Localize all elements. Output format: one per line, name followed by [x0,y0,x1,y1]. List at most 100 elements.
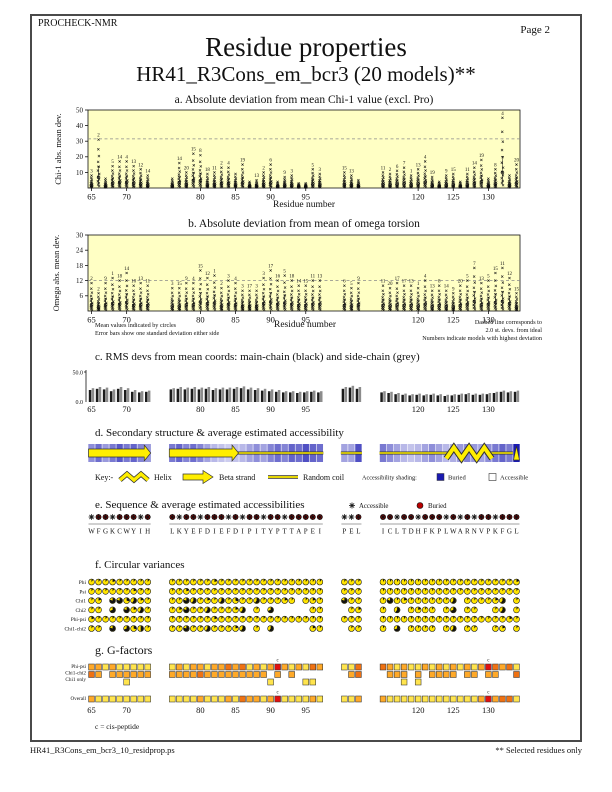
svg-text:2: 2 [220,162,223,167]
page-number: Page 2 [520,24,550,36]
svg-text:14: 14 [117,155,123,160]
svg-text:30: 30 [76,231,84,239]
svg-text:P: P [437,528,441,536]
svg-text:K: K [493,528,498,536]
svg-text:9: 9 [452,287,455,292]
svg-text:Chi1 only: Chi1 only [65,677,86,683]
svg-text:P: P [248,528,252,536]
svg-text:T: T [290,528,295,536]
svg-text:13: 13 [416,163,422,168]
svg-text:80: 80 [196,705,205,715]
svg-text:5: 5 [350,282,353,287]
svg-text:P: P [276,528,280,536]
svg-text:E: E [349,528,353,536]
svg-text:17: 17 [402,280,408,285]
svg-text:15: 15 [451,168,457,173]
svg-text:70: 70 [122,192,131,202]
svg-text:3: 3 [227,275,230,280]
svg-text:6: 6 [80,292,84,300]
panel-f-title: f. Circular variances [95,559,185,571]
svg-text:Helix: Helix [154,473,172,482]
svg-text:130: 130 [482,705,495,715]
svg-text:15: 15 [191,148,197,153]
svg-text:19: 19 [479,154,485,159]
svg-text:19: 19 [430,171,436,176]
svg-text:5: 5 [111,160,114,165]
svg-text:40: 40 [76,122,84,130]
svg-text:5: 5 [312,163,315,168]
svg-text:P: P [486,528,490,536]
svg-text:C: C [117,528,122,536]
svg-text:C: C [388,528,393,536]
svg-text:1: 1 [410,170,413,175]
svg-text:85: 85 [231,404,240,414]
svg-text:12: 12 [507,272,513,277]
svg-text:30: 30 [76,138,84,146]
svg-text:6: 6 [343,280,346,285]
svg-text:K: K [177,528,182,536]
svg-text:125: 125 [447,315,460,325]
svg-text:Overall: Overall [70,696,86,702]
svg-text:65: 65 [87,705,96,715]
svg-text:Y: Y [268,528,273,536]
svg-text:5: 5 [487,275,490,280]
svg-text:11: 11 [465,168,470,173]
svg-text:I: I [382,528,385,536]
svg-text:120: 120 [412,404,425,414]
svg-text:G: G [507,528,512,536]
svg-text:15: 15 [303,280,309,285]
note-line: Numbers indicate models with highest dev… [422,335,542,342]
svg-text:120: 120 [412,705,425,715]
svg-text:12: 12 [138,163,144,168]
svg-text:Accessible: Accessible [500,475,528,482]
svg-text:W: W [123,528,130,536]
svg-text:18: 18 [76,262,84,270]
svg-text:5: 5 [466,275,469,280]
svg-text:Phi-psi: Phi-psi [71,617,87,623]
svg-text:W: W [88,528,95,536]
panel-b-note-right: Dashed line corresponds to 2.0 st. devs.… [422,319,542,343]
svg-text:I: I [140,528,143,536]
svg-text:D: D [205,528,210,536]
svg-text:Accessible: Accessible [359,503,388,510]
svg-text:14: 14 [177,157,183,162]
svg-text:125: 125 [447,192,460,202]
svg-text:20: 20 [76,153,84,161]
svg-text:6: 6 [269,159,272,164]
svg-text:L: L [514,528,518,536]
svg-text:H: H [416,528,421,536]
svg-text:15: 15 [493,267,499,272]
svg-text:85: 85 [231,192,240,202]
svg-text:3: 3 [241,285,244,290]
svg-text:80: 80 [196,192,205,202]
svg-text:Phi-psi: Phi-psi [71,664,86,670]
svg-text:70: 70 [122,705,131,715]
svg-text:W: W [450,528,457,536]
svg-text:80: 80 [196,315,205,325]
svg-text:Accessibility shading:: Accessibility shading: [362,475,417,482]
svg-text:18: 18 [117,275,123,280]
svg-text:4: 4 [125,155,128,160]
svg-text:G: G [103,528,108,536]
svg-text:2: 2 [90,277,93,282]
svg-text:95: 95 [302,315,311,325]
svg-text:F: F [227,528,231,536]
svg-text:14: 14 [145,170,151,175]
svg-text:Chi2: Chi2 [76,608,87,614]
svg-text:12: 12 [76,277,84,285]
document-title: Residue properties [205,32,407,62]
panel-e-title: e. Sequence & average estimated accessib… [95,499,305,511]
svg-text:16: 16 [275,275,281,280]
svg-text:80: 80 [196,404,205,414]
svg-text:17: 17 [247,285,253,290]
svg-text:D: D [233,528,238,536]
svg-text:Chi1-chi2: Chi1-chi2 [64,627,86,633]
svg-text:3: 3 [171,282,174,287]
svg-text:20: 20 [514,159,520,164]
svg-text:9: 9 [357,277,360,282]
panel-b-note-left: Mean values indicated by circles Error b… [95,322,219,338]
svg-text:I: I [241,528,244,536]
